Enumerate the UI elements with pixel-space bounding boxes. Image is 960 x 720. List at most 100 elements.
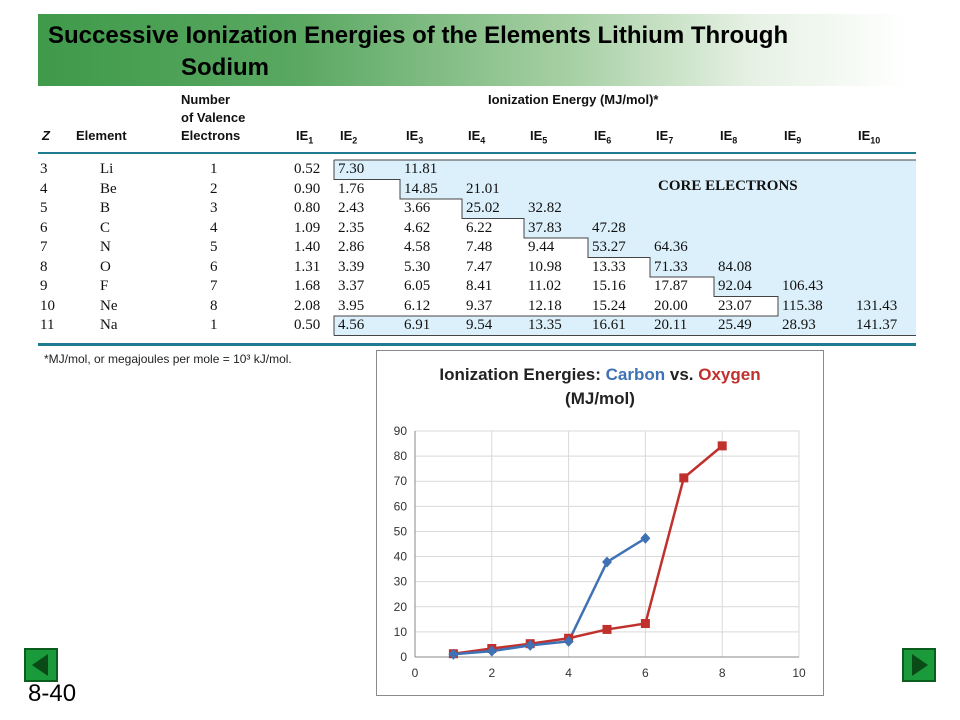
- cell-ie-3: 4.62: [404, 219, 431, 236]
- title-banner: Successive Ionization Energies of the El…: [38, 14, 908, 86]
- cell-ie-8: 92.04: [718, 278, 752, 294]
- cell-ie-4: 7.48: [466, 239, 493, 255]
- core-shade-row: [714, 277, 916, 297]
- cell-ie-1: 0.80: [294, 200, 321, 216]
- cell-z: 3: [40, 161, 48, 177]
- header-element: Element: [76, 128, 127, 143]
- cell-ie-8: 84.08: [718, 258, 752, 275]
- core-shade-row: [334, 316, 916, 336]
- cell-valence: 4: [210, 219, 218, 236]
- cell-ie-3: 14.85: [404, 180, 438, 197]
- chart-title-line1: Ionization Energies: Carbon vs. Oxygen: [377, 363, 823, 387]
- header-valence-line2: of Valence: [181, 110, 246, 125]
- cell-ie-6: 13.33: [592, 258, 626, 275]
- slide-title-line2: Sodium: [181, 54, 269, 81]
- cell-ie-1: 0.52: [294, 161, 321, 177]
- cell-valence: 6: [210, 258, 218, 275]
- cell-valence: 1: [210, 161, 218, 177]
- series-line-carbon: [453, 537, 647, 656]
- header-ie-5: IE5: [530, 128, 548, 146]
- header-valence-line1: Number: [181, 92, 231, 107]
- header-ionization-energy: Ionization Energy (MJ/mol)*: [488, 92, 659, 107]
- core-shade-row: [524, 218, 916, 239]
- data-point-carbon: [448, 648, 459, 660]
- header-ie-1: IE1: [296, 128, 314, 146]
- cell-ie-1: 1.31: [294, 258, 321, 275]
- x-tick-label: 6: [642, 666, 649, 680]
- table-row: 10 Ne 8 2.08 3.95 6.12 9.37 12.18 15.24 20.00 23.0…: [38, 297, 916, 317]
- previous-slide-button[interactable]: [24, 648, 58, 682]
- cell-ie-9: 28.93: [782, 317, 816, 333]
- ionization-chart: 0 2 4 6 8 10 0 10 20 30 40 50 60 70 80 90 Ionization En…: [376, 350, 824, 696]
- cell-ie-2: 3.95: [338, 297, 365, 314]
- y-tick-label: 70: [394, 474, 408, 488]
- ionization-table: Z Element Number of Valence Electrons Io…: [38, 88, 916, 346]
- chart-title-oxygen: Oxygen: [698, 365, 761, 384]
- cell-ie-4: 9.37: [466, 297, 493, 314]
- cell-ie-3: 6.12: [404, 297, 431, 314]
- cell-ie-4: 7.47: [466, 258, 493, 275]
- cell-ie-2: 4.56: [338, 317, 365, 333]
- cell-ie-8: 23.07: [718, 297, 752, 314]
- cell-z: 5: [40, 200, 48, 216]
- cell-ie-2: 7.30: [338, 161, 365, 177]
- header-ie-2: IE2: [340, 128, 358, 146]
- core-boundary-line: [333, 160, 779, 336]
- cell-ie-1: 0.50: [294, 317, 321, 333]
- cell-ie-2: 2.43: [338, 200, 365, 216]
- cell-element: Na: [100, 317, 118, 333]
- cell-z: 4: [40, 180, 48, 197]
- slide-number: 8-40: [28, 680, 77, 707]
- cell-ie-5: 10.98: [528, 258, 562, 275]
- x-tick-label: 8: [719, 666, 726, 680]
- cell-ie-3: 5.30: [404, 258, 431, 275]
- triangle-right-icon: [912, 654, 928, 676]
- y-tick-label: 10: [394, 625, 408, 639]
- cell-ie-1: 0.90: [294, 180, 321, 197]
- slide-title-line1: Successive Ionization Energies of the El…: [48, 22, 789, 49]
- table-bottom-divider: [38, 343, 916, 346]
- data-point-carbon: [563, 635, 574, 647]
- data-point-carbon: [602, 556, 612, 568]
- data-point-carbon: [640, 532, 651, 544]
- chart-title-prefix: Ionization Energies:: [439, 365, 606, 384]
- header-ie-3: IE3: [406, 128, 424, 146]
- cell-ie-6: 15.16: [592, 278, 626, 294]
- cell-element: Be: [100, 180, 117, 197]
- x-tick-label: 4: [565, 666, 572, 680]
- slide-title: Successive Ionization Energies of the El…: [48, 20, 908, 84]
- cell-element: Ne: [100, 297, 118, 314]
- y-tick-label: 40: [394, 550, 408, 564]
- table-row: 9 F 7 1.68 3.37 6.05 8.41 11.02 15.16 17.87 92.04 1…: [38, 277, 916, 297]
- cell-z: 10: [40, 297, 55, 314]
- cell-ie-1: 1.09: [294, 219, 321, 236]
- next-slide-button[interactable]: [902, 648, 936, 682]
- cell-ie-5: 13.35: [528, 317, 562, 333]
- y-tick-label: 0: [400, 650, 407, 664]
- header-ie-6: IE6: [594, 128, 612, 146]
- cell-ie-4: 6.22: [466, 219, 493, 236]
- data-point-carbon: [525, 639, 536, 651]
- cell-ie-2: 2.35: [338, 219, 365, 236]
- cell-ie-1: 1.68: [294, 278, 321, 294]
- table-row: 5 B 3 0.80 2.43 3.66 25.02 32.82: [38, 199, 916, 219]
- y-tick-label: 50: [394, 524, 408, 538]
- data-point-carbon: [486, 645, 497, 657]
- core-shade-row: [400, 179, 916, 200]
- cell-valence: 5: [210, 239, 218, 255]
- data-point-oxygen: [717, 441, 727, 451]
- cell-element: F: [100, 278, 109, 294]
- cell-ie-7: 64.36: [654, 239, 688, 255]
- cell-z: 6: [40, 219, 48, 236]
- cell-ie-3: 6.91: [404, 317, 431, 333]
- header-valence-line3: Electrons: [181, 128, 241, 143]
- x-tick-label: 2: [488, 666, 495, 680]
- chart-title-vs: vs.: [665, 365, 699, 384]
- cell-ie-6: 15.24: [592, 297, 626, 314]
- cell-ie-2: 2.86: [338, 239, 365, 255]
- core-electrons-region: [333, 159, 916, 336]
- table-row: 11 Na 1 0.50 4.56 6.91 9.54 13.35 16.61 20.11 25.4…: [38, 316, 916, 336]
- cell-ie-9: 115.38: [782, 297, 823, 314]
- core-shade-row: [462, 199, 916, 219]
- cell-ie-6: 47.28: [592, 219, 626, 236]
